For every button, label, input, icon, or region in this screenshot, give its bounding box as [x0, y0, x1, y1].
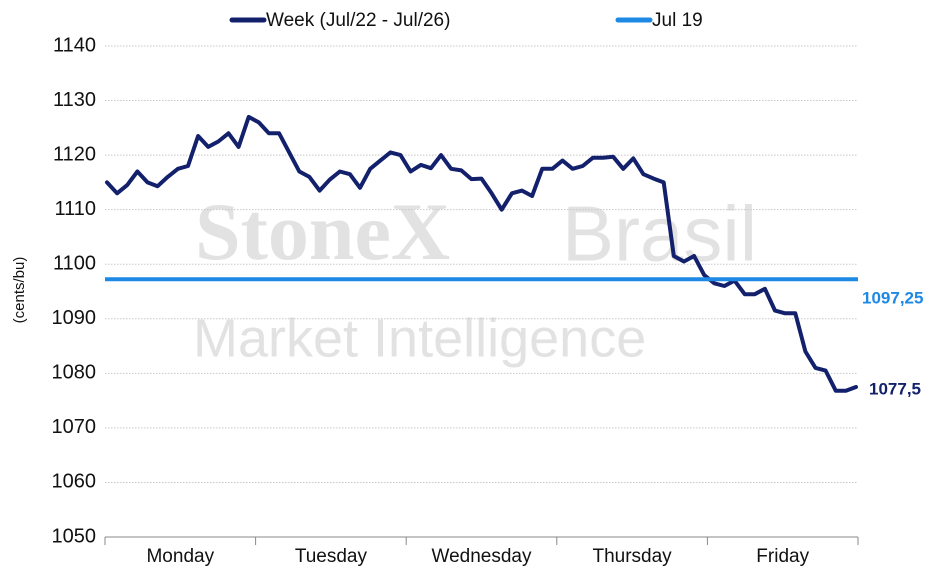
x-tick-label: Wednesday [432, 546, 532, 567]
y-tick-label: 1120 [53, 143, 96, 165]
x-tick-label: Tuesday [295, 546, 368, 567]
y-tick-label: 1110 [54, 198, 96, 220]
data-label: 1097,25 [862, 289, 923, 308]
x-tick-label: Thursday [592, 546, 672, 567]
watermark: Market Intelligence [193, 308, 646, 368]
y-tick-label: 1130 [53, 89, 96, 111]
y-tick-label: 1090 [52, 307, 97, 329]
y-tick-label: 1100 [53, 253, 96, 275]
y-tick-label: 1080 [52, 362, 97, 384]
y-tick-label: 1070 [52, 416, 97, 438]
data-label: 1077,5 [869, 379, 921, 398]
watermark: Brasil [562, 190, 757, 278]
legend-label: Week (Jul/22 - Jul/26) [266, 10, 450, 31]
legend-label: Jul 19 [652, 10, 703, 31]
y-tick-label: 1050 [52, 525, 97, 547]
series-line [105, 114, 858, 393]
x-tick-label: Monday [146, 546, 214, 567]
y-tick-label: 1060 [52, 471, 97, 493]
y-tick-label: 1140 [53, 34, 96, 56]
watermark: StoneX [195, 186, 450, 277]
x-tick-label: Friday [756, 546, 809, 567]
y-axis-label: (cents/bu) [11, 257, 28, 324]
